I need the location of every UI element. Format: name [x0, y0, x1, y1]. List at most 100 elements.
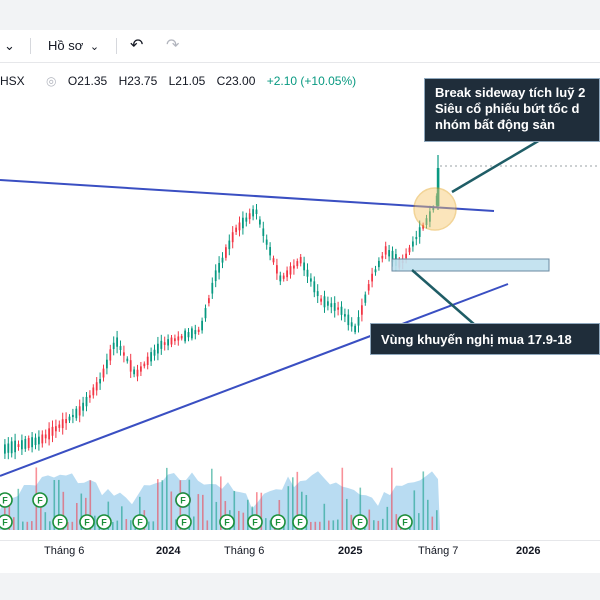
volume-bar	[215, 501, 218, 530]
event-marker-label: F	[297, 518, 303, 528]
candle-body	[384, 246, 387, 255]
volume-bar	[116, 520, 119, 530]
candle-body	[187, 332, 190, 338]
event-marker-label: F	[84, 518, 90, 528]
volume-bar	[31, 521, 33, 530]
candle-body	[354, 325, 356, 333]
event-marker	[219, 514, 235, 530]
candle-body	[412, 241, 414, 247]
volume-bar	[197, 494, 200, 530]
candle-body	[408, 247, 411, 253]
time-tick: Tháng 6	[44, 545, 85, 557]
candle-body	[418, 227, 421, 237]
candle-body	[218, 262, 220, 273]
volume-bar	[292, 477, 294, 530]
buy-zone-callout-text: Vùng khuyến nghị mua 17.9-18	[381, 332, 572, 347]
candle-body	[350, 322, 353, 327]
volume-bar	[139, 496, 141, 530]
candle-body	[109, 349, 112, 361]
candle-body	[313, 281, 316, 293]
legend-high: H23.75	[118, 74, 158, 88]
break-callout-line: Siêu cổ phiếu bứt tốc d	[435, 101, 580, 116]
volume-bar	[202, 494, 204, 530]
volume-bar	[328, 520, 330, 530]
candle-body	[435, 195, 438, 206]
candle-body	[34, 437, 37, 446]
candle-body	[248, 213, 251, 220]
candle-body	[320, 298, 322, 302]
redo-icon[interactable]: ↷	[166, 37, 180, 54]
event-marker	[52, 514, 68, 530]
candle-body	[259, 219, 261, 225]
time-tick: 2024	[156, 545, 181, 557]
candle-body	[293, 265, 295, 269]
volume-bar	[296, 471, 299, 530]
candle-body	[323, 296, 326, 308]
chevron-down-icon[interactable]: ⌄	[4, 38, 15, 53]
candle-body	[143, 363, 146, 367]
time-tick: Tháng 7	[418, 545, 459, 557]
volume-bar	[62, 491, 65, 530]
volume-bar	[233, 490, 236, 530]
volume-bar	[418, 513, 420, 530]
candle-body	[140, 366, 142, 372]
candle-body	[255, 209, 258, 215]
toolbar-divider	[116, 38, 117, 54]
candle-body	[367, 284, 370, 291]
candle-body	[330, 303, 333, 308]
volume-bar	[395, 514, 398, 530]
candle-body	[89, 395, 91, 398]
candle-body	[361, 305, 363, 315]
candle-body	[214, 270, 217, 282]
candle-body	[231, 232, 234, 243]
candle-body	[72, 414, 74, 418]
event-marker-label: F	[357, 518, 363, 528]
volume-bar	[373, 520, 375, 530]
volume-bar	[301, 491, 303, 530]
candle-body	[153, 349, 156, 356]
candle-body	[99, 379, 101, 384]
volume-bar	[193, 516, 195, 530]
candle-body	[21, 440, 23, 450]
candle-body	[85, 396, 88, 407]
volume-bar	[242, 512, 245, 530]
undo-icon[interactable]: ↶	[130, 37, 144, 54]
event-marker-label: F	[181, 518, 187, 528]
candle-body	[242, 217, 244, 229]
candle-body	[333, 302, 336, 311]
event-marker-label: F	[252, 518, 258, 528]
candle-body	[136, 369, 139, 377]
break-callout: Break sideway tích luỹ 2 Siêu cổ phiếu b…	[424, 78, 600, 142]
ohlc-legend: HSX ◎ O21.35 H23.75 L21.05 C23.00 +2.10 …	[0, 74, 356, 92]
volume-bar	[4, 496, 6, 530]
toolbar-divider	[30, 38, 31, 54]
event-marker	[32, 492, 48, 508]
candle-body	[347, 314, 350, 326]
eye-icon[interactable]: ◎	[46, 74, 57, 88]
volume-bar	[332, 520, 335, 530]
candle-body	[269, 247, 271, 256]
candle-body	[65, 419, 67, 424]
time-axis[interactable]: Tháng 6 2024 Tháng 6 2025 Tháng 7 2026	[0, 540, 600, 563]
candle-body	[146, 356, 149, 365]
event-marker-label: F	[137, 518, 143, 528]
candle-body	[279, 275, 282, 282]
candle-body	[238, 222, 241, 231]
candle-body	[112, 342, 115, 349]
profile-label: Hồ sơ	[48, 38, 84, 53]
volume-bar	[211, 468, 213, 530]
break-callout-line: Break sideway tích luỹ 2	[435, 85, 586, 100]
event-marker	[292, 514, 308, 530]
volume-bar	[175, 519, 177, 530]
profile-menu[interactable]: Hồ sơ ⌄	[48, 30, 99, 62]
event-marker	[247, 514, 263, 530]
candle-body	[391, 250, 394, 263]
volume-bar	[85, 497, 87, 530]
volume-bar	[49, 521, 51, 530]
event-marker	[132, 514, 148, 530]
volume-bar	[413, 490, 416, 530]
candle-body	[415, 236, 418, 240]
volume-bar	[256, 492, 258, 530]
candle-body	[58, 424, 61, 428]
